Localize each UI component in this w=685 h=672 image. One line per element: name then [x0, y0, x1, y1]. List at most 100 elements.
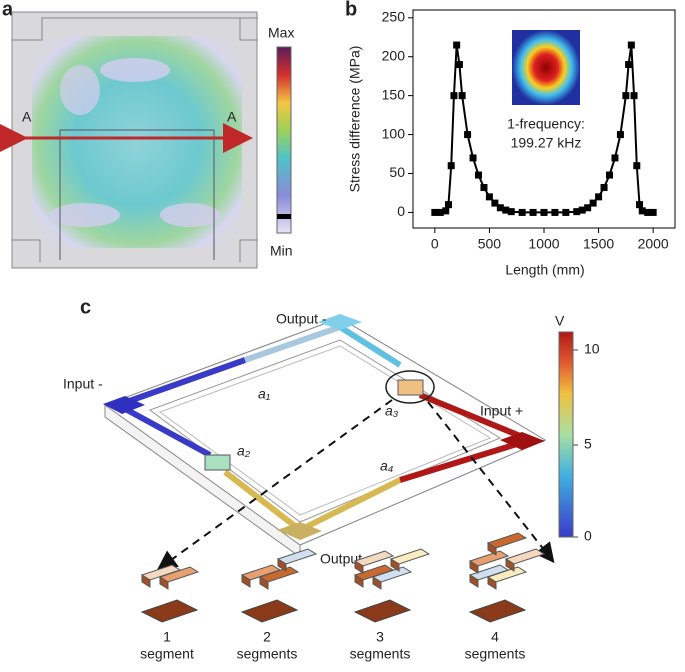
segment-block-side — [390, 558, 400, 572]
y-tick-label: 200 — [382, 47, 406, 63]
strip — [116, 402, 212, 458]
point — [573, 208, 581, 216]
segment-block-side — [469, 574, 479, 588]
panel-label: c — [80, 296, 91, 318]
segment-block-side — [354, 560, 364, 574]
segment-base — [240, 599, 299, 623]
x-tick-label: 0 — [431, 236, 439, 252]
point — [636, 201, 644, 209]
strip — [418, 392, 532, 443]
point — [562, 208, 570, 216]
point — [480, 184, 488, 192]
frame-inner — [158, 345, 492, 516]
segment-base — [140, 599, 199, 623]
point — [595, 193, 603, 201]
spring — [397, 379, 424, 396]
device — [103, 314, 555, 571]
strip — [399, 437, 531, 483]
segment-label: segments — [350, 646, 411, 662]
segment-base — [353, 599, 412, 623]
section-label: A — [227, 109, 237, 125]
mode-lobe — [160, 203, 220, 227]
y-axis-title: Stress difference (MPa) — [347, 46, 363, 193]
anchor-outline — [12, 17, 258, 262]
arm-label: a₄ — [380, 458, 394, 474]
segment-block-side — [505, 558, 515, 572]
spring — [204, 454, 231, 471]
point — [611, 154, 619, 162]
point — [638, 207, 646, 215]
colorbar-tick-label: 5 — [584, 436, 592, 452]
point — [496, 204, 504, 212]
point — [649, 208, 657, 216]
point — [633, 162, 641, 170]
point — [436, 208, 444, 216]
panel-label: b — [345, 0, 357, 20]
chart: b Length (mm) Stress difference (MPa) 1-… — [345, 0, 676, 278]
segment-block-side — [277, 558, 287, 572]
pad — [277, 522, 322, 540]
point — [475, 171, 482, 179]
segment-block — [468, 550, 510, 567]
y-tick-label: 0 — [397, 203, 405, 219]
x-tick-label: 2000 — [638, 236, 669, 252]
segment-label: 2 — [263, 629, 271, 645]
segment-label: segments — [237, 646, 298, 662]
point — [518, 208, 526, 216]
strip — [338, 324, 402, 368]
segment-block-side — [372, 576, 382, 590]
point — [630, 92, 638, 100]
segment-block — [389, 548, 431, 565]
colorbar — [276, 46, 292, 234]
segment-block — [486, 532, 528, 549]
segment-label: segment — [140, 646, 194, 662]
y-tick-label: 100 — [382, 125, 406, 141]
point — [589, 199, 597, 207]
segment-block-side — [259, 576, 269, 590]
segment-block — [504, 548, 546, 565]
segment-label: segments — [465, 646, 526, 662]
mode-lobe — [60, 65, 100, 115]
segment-block-side — [354, 574, 364, 588]
point — [442, 207, 450, 215]
point — [458, 92, 466, 100]
annotation: 199.27 kHz — [511, 135, 582, 151]
colorbar-ticks: 0 5 10 — [573, 341, 600, 544]
x-tick-label: 500 — [478, 236, 502, 252]
segment-block-side — [241, 574, 251, 588]
point — [464, 131, 472, 139]
y-tick-label: 250 — [382, 8, 406, 24]
point — [551, 208, 559, 216]
x-tick-label: 1500 — [583, 236, 614, 252]
y-tick-label: 50 — [389, 164, 405, 180]
colorbar-label: Min — [270, 243, 293, 259]
panel-label: a — [2, 0, 14, 20]
colorbar-label: Max — [268, 25, 294, 41]
point — [502, 206, 510, 214]
segment-block-side — [159, 576, 169, 590]
segment-block-side — [469, 560, 479, 574]
segment-label: 1 — [163, 629, 171, 645]
segment-base — [468, 599, 527, 623]
segment-block-side — [141, 574, 151, 588]
point — [431, 208, 439, 216]
pad — [103, 396, 145, 414]
mode-lobe — [100, 58, 170, 82]
arm-label: a₂ — [237, 443, 251, 459]
annotation: 1-frequency: — [507, 116, 585, 132]
colorbar-marker — [277, 214, 291, 219]
point — [644, 208, 652, 216]
strip — [244, 324, 341, 363]
port-label: Input + — [480, 403, 523, 419]
point — [578, 206, 586, 214]
mode-lobe — [50, 203, 120, 227]
point — [469, 154, 477, 162]
point — [491, 199, 499, 207]
port-label: Output - — [276, 311, 327, 327]
arm-label: a₃ — [385, 403, 399, 419]
colorbar-tick-label: 0 — [584, 528, 592, 544]
segment-block-side — [487, 576, 497, 590]
zoom-arrow — [156, 399, 393, 571]
point — [627, 41, 635, 49]
